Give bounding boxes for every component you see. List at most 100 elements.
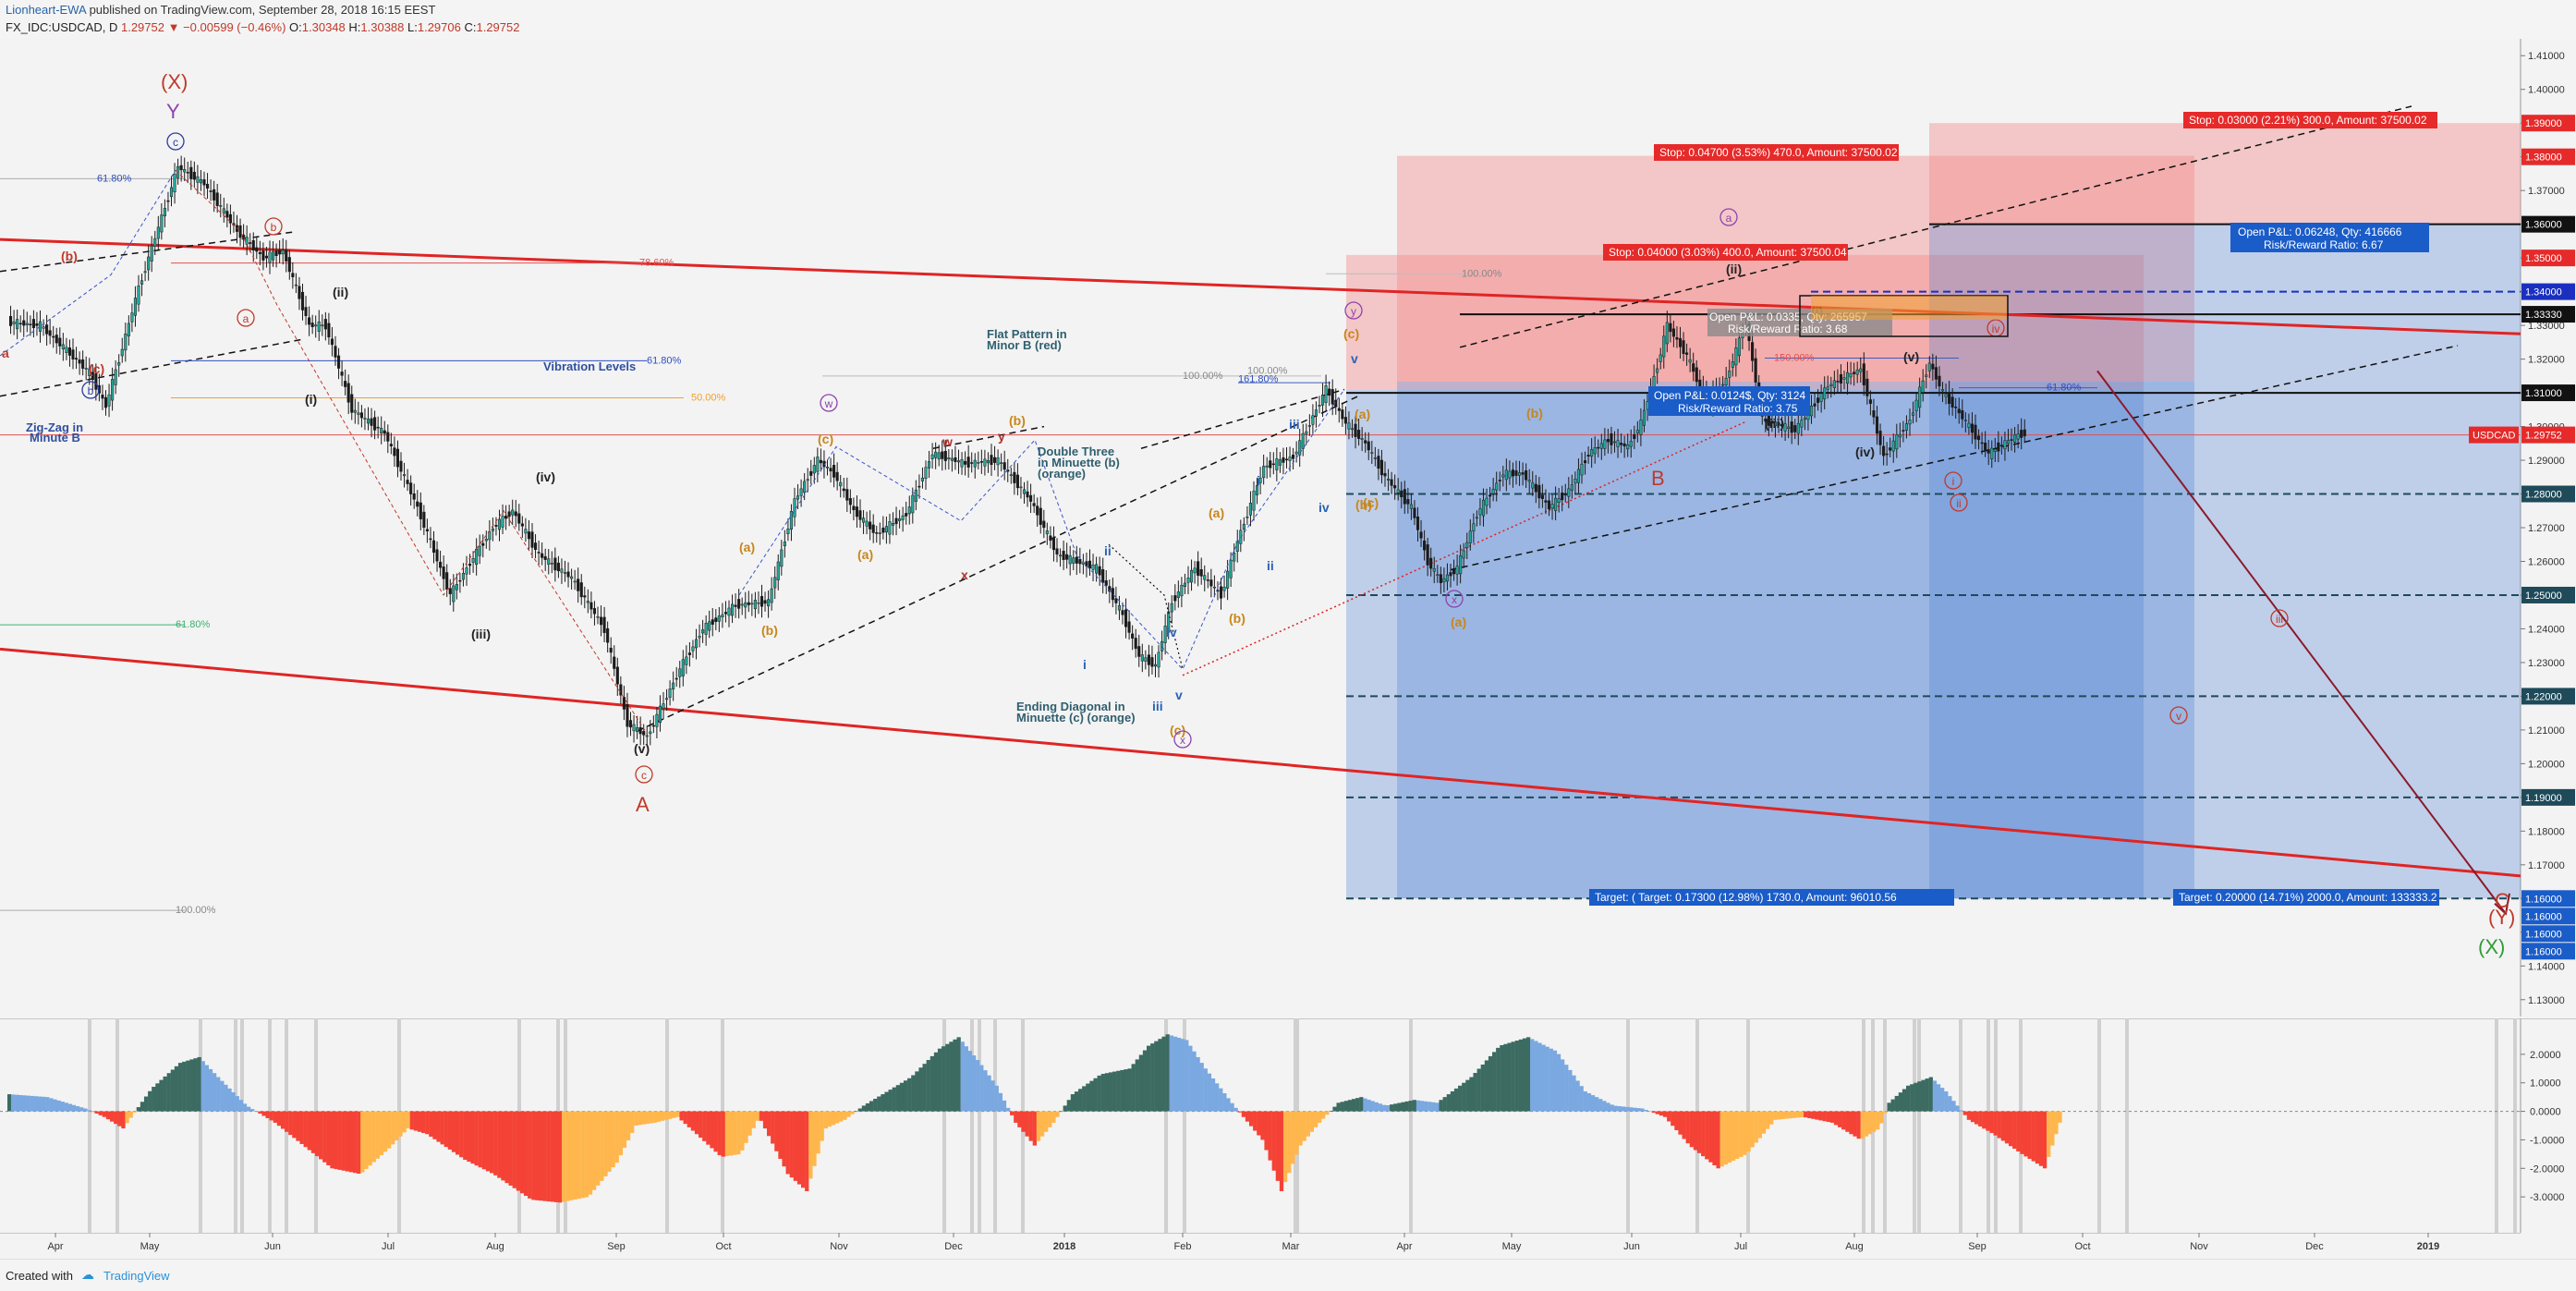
osc-bar — [261, 1111, 266, 1116]
candle-body — [300, 291, 305, 311]
candle-body — [1590, 449, 1594, 457]
osc-bar — [550, 1111, 555, 1202]
tradingview-link[interactable]: TradingView — [103, 1269, 170, 1283]
candle-body — [1026, 491, 1029, 498]
symbol-label[interactable]: FX_IDC:USDCAD, D — [6, 20, 118, 34]
wave-label: Y — [166, 100, 180, 123]
candle-body — [22, 320, 26, 326]
candle-body — [1498, 480, 1501, 481]
tradingview-logo-icon[interactable]: ☁ — [81, 1267, 94, 1282]
osc-bar — [1059, 1111, 1063, 1113]
candle-body — [1409, 504, 1413, 509]
osc-bar — [1651, 1111, 1656, 1114]
fib-level-label: 78.60% — [639, 258, 674, 269]
close-value: 1.29752 — [476, 20, 520, 34]
candle-body — [714, 617, 718, 622]
osc-bar — [892, 1087, 896, 1112]
x-tick-label: Dec — [2305, 1241, 2324, 1252]
oscillator-chart[interactable]: 2.0000 1.0000 0.0000 -1.0000 -2.0000 -3.0000 — [0, 1018, 2576, 1233]
osc-bar — [1321, 1111, 1326, 1119]
wave-label: c — [641, 769, 647, 782]
candle-body — [694, 639, 699, 649]
osc-bar — [420, 1111, 426, 1134]
osc-bar — [1951, 1101, 1956, 1112]
y-tick-label: 1.27000 — [2528, 523, 2565, 534]
x-tick-label: Jul — [382, 1241, 395, 1252]
candle-body — [481, 542, 485, 546]
wave-label: (ii) — [333, 285, 348, 299]
osc-bar — [539, 1111, 543, 1201]
candle-body — [1724, 378, 1728, 385]
osc-bar — [7, 1094, 12, 1112]
candle-body — [1980, 442, 1984, 445]
fib-level-label: 50.00% — [691, 393, 726, 404]
candle-body — [1468, 530, 1472, 543]
wave-label: iii — [1152, 699, 1163, 713]
candle-body — [206, 183, 210, 189]
candle-body — [2023, 429, 2026, 437]
osc-bar — [280, 1111, 286, 1129]
candle-body — [1610, 432, 1613, 445]
candle-body — [1921, 380, 1925, 393]
candle-body — [442, 566, 445, 579]
candle-body — [819, 459, 822, 464]
candle-body — [905, 513, 908, 517]
author-link[interactable]: Lionheart-EWA — [6, 3, 86, 17]
candle-body — [737, 599, 741, 609]
wave-label: ii — [1956, 497, 1961, 510]
osc-bar — [413, 1111, 419, 1131]
candle-body — [334, 346, 337, 358]
osc-bar — [429, 1111, 433, 1138]
price-chart[interactable]: 1.41000 1.40000 1.39000 1.38000 1.37000 1.360… — [0, 39, 2576, 1017]
osc-bar — [1537, 1042, 1542, 1112]
osc-bar — [1248, 1111, 1254, 1127]
candle-body — [832, 465, 836, 478]
candle-body — [78, 359, 81, 364]
candle-body — [759, 596, 764, 607]
osc-bar — [1363, 1098, 1367, 1112]
osc-bar — [512, 1111, 516, 1188]
annotation-text: Ending Diagonal in — [1016, 700, 1125, 713]
candle-body — [58, 337, 62, 347]
osc-bar — [30, 1095, 34, 1112]
x-tick-label: Aug — [1845, 1241, 1864, 1252]
candle-body — [2020, 430, 2023, 438]
wave-label: w — [942, 434, 953, 449]
candle-body — [1387, 479, 1391, 481]
time-axis[interactable]: Apr May Jun Jul Aug Sep Oct Nov Dec 2018 Feb Mar Apr… — [0, 1233, 2576, 1259]
position-2-target-zone — [1397, 382, 2194, 899]
y-tick-label: 1.26000 — [2528, 556, 2565, 567]
candle-body — [655, 713, 659, 727]
osc-bar — [1606, 1102, 1610, 1112]
candle-body — [18, 323, 22, 325]
symbol-tag-bg — [2469, 426, 2519, 444]
osc-bar — [1424, 1101, 1428, 1112]
y-tick-label: 1.13000 — [2528, 995, 2565, 1006]
osc-bar — [1264, 1111, 1269, 1151]
candle-body — [1878, 431, 1882, 445]
candle-body — [1015, 474, 1019, 489]
candle-body — [1987, 449, 1990, 454]
candle-body — [996, 457, 1000, 466]
candle-body — [1997, 442, 2000, 452]
osc-grid-band — [970, 1018, 974, 1233]
candle-body — [1540, 494, 1544, 499]
candle-body — [1504, 469, 1508, 481]
candle-body — [744, 602, 747, 608]
candle-body — [1147, 654, 1150, 665]
candle-body — [848, 498, 852, 505]
osc-bar — [1674, 1111, 1679, 1130]
osc-grid-band — [240, 1018, 244, 1233]
osc-bar — [2012, 1111, 2017, 1150]
wave-label: i — [1257, 473, 1260, 488]
fib-level-label: 150.00% — [1774, 352, 1815, 363]
osc-bar — [820, 1111, 824, 1141]
osc-bar — [1829, 1111, 1835, 1123]
candle-body — [651, 725, 655, 727]
osc-bar — [1210, 1078, 1216, 1112]
price-tag-bg — [2521, 148, 2575, 165]
price-tag-bg — [2521, 250, 2575, 267]
lower-channel-line — [0, 647, 2521, 878]
candle-body — [327, 323, 331, 338]
osc-bar — [447, 1111, 453, 1150]
